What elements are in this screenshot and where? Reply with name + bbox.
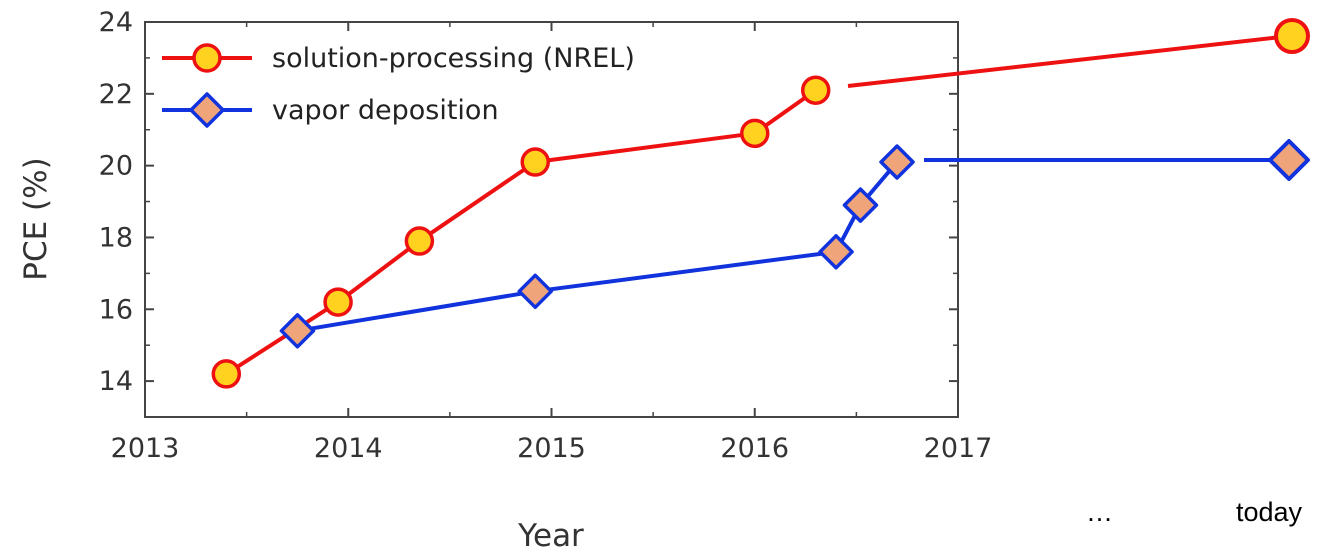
y-tick-label: 24 — [99, 7, 133, 38]
axis-ticks — [144, 21, 959, 418]
tick-labels: 2013 2014 2015 2016 2017 14 16 18 20 22 24 — [99, 7, 993, 464]
extension-marker-vapor — [1268, 139, 1310, 181]
legend-label: solution-processing (NREL) — [272, 43, 635, 74]
today-label: today — [1236, 497, 1303, 527]
data-point — [818, 234, 854, 270]
series-line — [297, 160, 899, 333]
x-tick-label: 2013 — [111, 433, 180, 464]
series-0 — [211, 75, 831, 389]
data-point — [842, 187, 879, 223]
x-tick-label: 2016 — [720, 433, 789, 464]
y-axis-label: PCE (%) — [18, 157, 54, 280]
data-point — [323, 287, 353, 317]
legend-item-1: vapor deposition — [162, 92, 499, 128]
extension-marker-solution — [1274, 18, 1310, 54]
plot-frame — [144, 21, 959, 418]
series-1 — [279, 144, 915, 349]
y-tick-label: 16 — [99, 294, 133, 325]
data-point — [879, 144, 915, 180]
data-point — [740, 118, 770, 149]
legend-item-0: solution-processing (NREL) — [162, 43, 635, 74]
connector-line-solution — [847, 34, 1291, 88]
data-point — [517, 273, 553, 310]
data-point — [404, 226, 435, 256]
data-point — [279, 313, 316, 349]
y-tick-label: 14 — [99, 366, 133, 397]
legend-label: vapor deposition — [272, 95, 499, 126]
legend-marker — [189, 92, 225, 128]
legend-marker — [192, 43, 222, 73]
x-tick-label: 2015 — [517, 433, 586, 464]
x-axis-label: Year — [517, 518, 584, 554]
y-tick-label: 22 — [99, 79, 133, 110]
data-point — [800, 75, 831, 105]
ellipsis-label: … — [1086, 497, 1113, 527]
series-layer — [211, 75, 915, 389]
x-tick-label: 2014 — [314, 433, 383, 464]
data-point — [211, 359, 242, 389]
y-tick-label: 18 — [99, 222, 133, 253]
extension-connectors — [847, 18, 1310, 181]
legend: solution-processing (NREL) vapor depositi… — [162, 43, 635, 128]
y-tick-label: 20 — [99, 151, 133, 182]
data-point — [520, 147, 550, 177]
x-tick-label: 2017 — [924, 433, 993, 464]
